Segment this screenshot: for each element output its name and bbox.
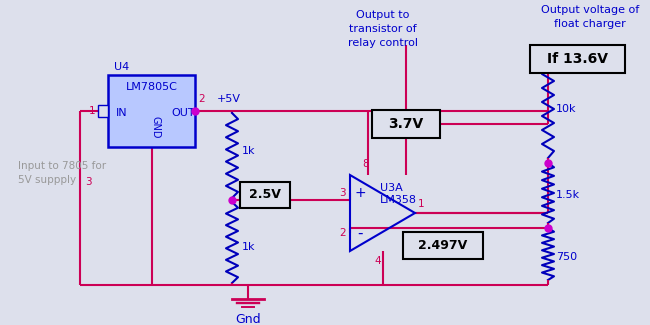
Text: IN: IN (116, 108, 128, 118)
Text: -: - (358, 226, 363, 240)
Text: 1k: 1k (242, 146, 255, 155)
Text: If 13.6V: If 13.6V (547, 52, 608, 66)
Text: 1k: 1k (242, 242, 255, 253)
Text: Input to 7805 for
5V suppply: Input to 7805 for 5V suppply (18, 161, 106, 185)
Text: OUT: OUT (171, 108, 195, 118)
Text: 750: 750 (556, 252, 577, 262)
Text: 8: 8 (363, 159, 369, 169)
Text: U3A: U3A (380, 183, 403, 193)
Bar (108, 75, 195, 147)
Bar (530, 45, 625, 73)
Text: 1: 1 (418, 199, 424, 209)
Text: LM358: LM358 (380, 195, 417, 205)
Text: 2.497V: 2.497V (419, 239, 467, 252)
Text: 2: 2 (198, 94, 205, 104)
Text: +5V: +5V (217, 94, 241, 104)
Text: Output voltage of
float charger: Output voltage of float charger (541, 5, 639, 29)
Text: 2.5V: 2.5V (249, 188, 281, 202)
Text: GND: GND (151, 116, 161, 138)
Text: 1: 1 (88, 106, 95, 116)
Text: 2: 2 (339, 228, 346, 238)
Bar (98, 105, 108, 117)
Text: 3.7V: 3.7V (389, 117, 424, 131)
Text: +: + (354, 186, 366, 200)
Text: Gnd: Gnd (235, 313, 261, 325)
Bar (372, 110, 440, 138)
Text: 3: 3 (339, 188, 346, 198)
Text: 4: 4 (374, 256, 381, 266)
Text: 10k: 10k (556, 104, 577, 114)
Bar (403, 232, 483, 259)
Text: Output to
transistor of
relay control: Output to transistor of relay control (348, 10, 418, 48)
Text: LM7805C: LM7805C (125, 82, 177, 92)
Text: 3: 3 (85, 177, 92, 187)
Text: U4: U4 (114, 62, 129, 72)
Text: 1.5k: 1.5k (556, 190, 580, 201)
Bar (240, 182, 290, 208)
